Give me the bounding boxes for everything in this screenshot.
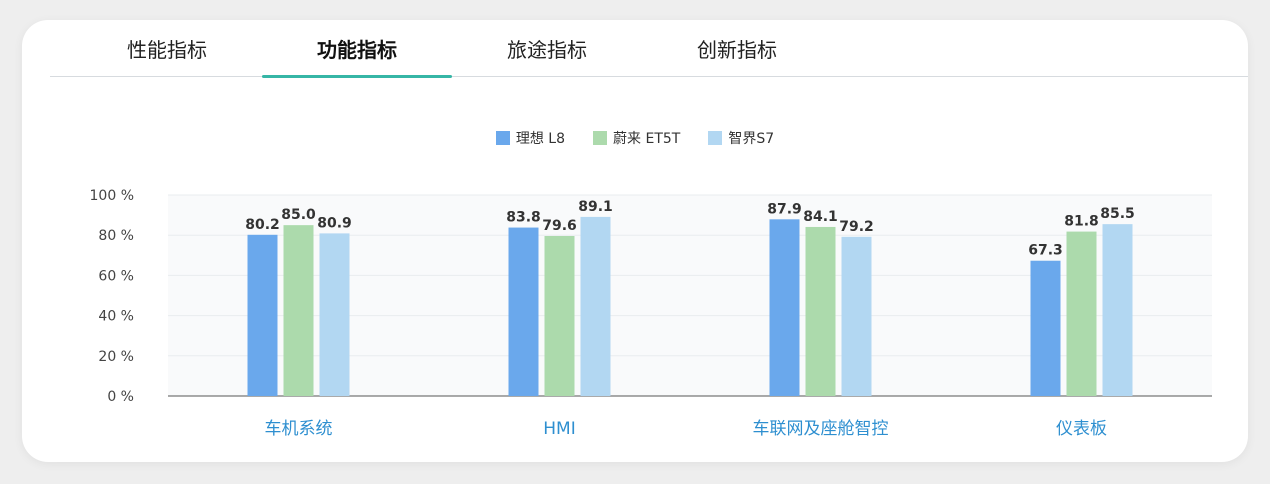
y-tick-label: 60 % [98,268,134,284]
tab-innovation[interactable]: 创新指标 [697,37,777,62]
tab-performance[interactable]: 性能指标 [127,37,207,62]
data-label: 89.1 [578,199,613,215]
y-tick-label: 40 % [98,309,134,325]
bar-2 [544,236,575,396]
chart-card: 性能指标 功能指标 旅途指标 创新指标 理想 L8 蔚来 ET5T 智界S7 0… [22,20,1248,462]
legend-item-series-3[interactable]: 智界S7 [708,128,774,148]
bar-2 [283,225,314,396]
data-label: 83.8 [506,210,541,226]
bar-3 [319,233,350,396]
y-tick-label: 100 % [90,188,134,204]
legend-swatch [593,131,608,145]
legend-label: 蔚来 ET5T [613,131,681,147]
tab-journey[interactable]: 旅途指标 [507,37,587,62]
bar-2 [805,226,836,396]
data-label: 67.3 [1028,243,1063,259]
x-tick-label: 车联网及座舱智控 [753,419,889,439]
data-label: 84.1 [803,209,838,225]
bar-1 [508,227,539,396]
data-label: 87.9 [767,201,802,217]
data-label: 79.2 [839,219,874,235]
x-tick-label: 仪表板 [1056,419,1107,439]
bar-3 [841,236,872,396]
y-tick-label: 80 % [98,228,134,244]
data-label: 80.2 [245,217,280,233]
data-label: 80.9 [317,215,352,231]
chart-legend: 理想 L8 蔚来 ET5T 智界S7 [22,128,1248,148]
y-tick-label: 20 % [98,349,134,365]
tab-bar: 性能指标 功能指标 旅途指标 创新指标 [50,20,1248,78]
bar-chart: 0 % 20 % 40 % 60 % 80 % 100 % 80.285.080.9 车机系统… [90,188,1212,439]
data-label: 79.6 [542,218,577,234]
data-label: 85.0 [281,207,316,223]
x-tick-label: HMI [543,419,575,439]
bar-1 [769,219,800,396]
legend-item-series-1[interactable]: 理想 L8 [495,128,566,148]
bar-1 [247,234,278,396]
data-label: 81.8 [1064,214,1099,230]
bar-3 [580,216,611,396]
legend-swatch [708,131,723,145]
legend-label: 理想 L8 [515,131,566,147]
bar-1 [1030,260,1061,396]
legend-label: 智界S7 [728,131,775,147]
legend-swatch [495,131,510,145]
bar-2 [1066,231,1097,396]
legend-item-series-2[interactable]: 蔚来 ET5T [593,128,680,148]
y-tick-label: 0 % [107,389,134,405]
data-label: 85.5 [1100,206,1135,222]
bar-3 [1102,224,1133,396]
x-tick-label: 车机系统 [265,419,333,439]
tab-function[interactable]: 功能指标 [262,20,452,78]
